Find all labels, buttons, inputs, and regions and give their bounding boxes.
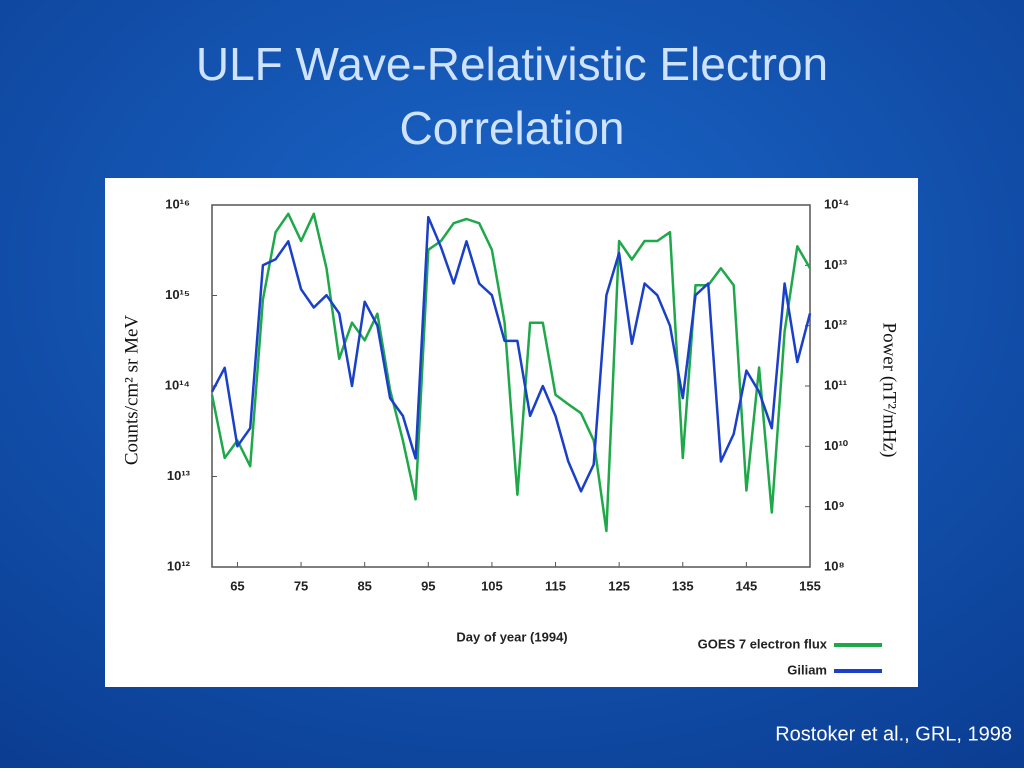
x-tick-label: 125 — [608, 578, 630, 593]
title: ULF Wave-Relativistic Electron — [196, 38, 828, 90]
y2-tick-label: 10¹⁴ — [824, 196, 849, 211]
y-tick-label: 10¹⁶ — [165, 196, 190, 211]
x-tick-label: 115 — [545, 578, 566, 593]
series-line — [210, 215, 812, 493]
y2-tick-label: 10⁹ — [824, 498, 845, 513]
x-tick-label: 65 — [230, 578, 244, 593]
x-tick-label: 155 — [799, 578, 821, 593]
x-tick-label: 135 — [672, 578, 694, 593]
y2-tick-label: 10⁸ — [824, 558, 845, 573]
x-axis-label: Day of year (1994) — [456, 629, 567, 644]
y2-tick-label: 10¹¹ — [824, 377, 847, 392]
legend-label: GOES 7 electron flux — [698, 636, 828, 651]
x-tick-label: 95 — [421, 578, 435, 593]
series-line — [210, 212, 812, 533]
plot: 65 75 85 95 105 115 125 135 145 155 10¹² 10¹³ 10¹⁴ 10… — [165, 196, 882, 677]
y2-axis-label: Power (nT²/mHz) — [879, 323, 900, 458]
title: Correlation — [400, 102, 625, 154]
legend-label: Giliam — [787, 662, 827, 677]
y-tick-label: 10¹² — [167, 558, 191, 573]
chart-panel — [105, 178, 918, 687]
x-tick-label: 105 — [481, 578, 503, 593]
y-tick-label: 10¹⁵ — [165, 287, 190, 302]
x-tick-label: 145 — [736, 578, 758, 593]
y2-tick-label: 10¹³ — [824, 257, 848, 272]
y2-tick-label: 10¹² — [824, 317, 848, 332]
y-tick-label: 10¹³ — [167, 468, 191, 483]
footer-citation: Rostoker et al., GRL, 1998 — [775, 723, 1012, 745]
y-axis-label: Counts/cm² sr MeV — [121, 315, 142, 466]
y-tick-label: 10¹⁴ — [165, 377, 190, 392]
y2-tick-label: 10¹⁰ — [824, 438, 849, 453]
x-tick-label: 75 — [294, 578, 308, 593]
x-tick-label: 85 — [357, 578, 371, 593]
